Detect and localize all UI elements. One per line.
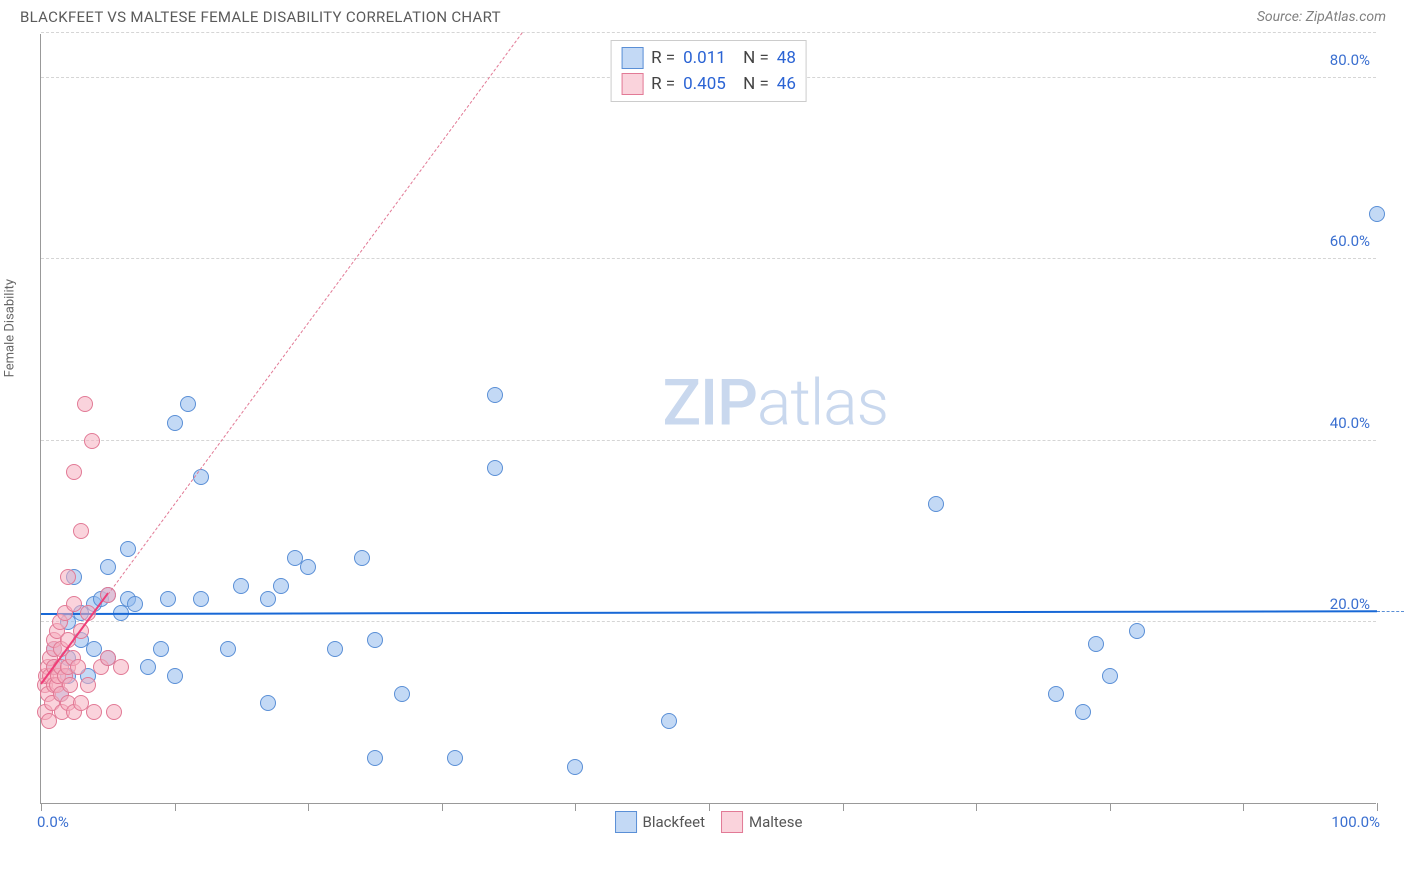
x-tick [175,803,176,811]
x-tick [308,803,309,811]
data-point [354,550,370,566]
data-point [447,750,463,766]
series-legend: Blackfeet Maltese [615,811,803,833]
y-tick-label: 60.0% [1330,232,1370,250]
data-point [1075,704,1091,720]
data-point [127,596,143,612]
data-point [487,387,503,403]
data-point [273,578,289,594]
legend-item: Blackfeet [615,811,705,833]
x-tick-label: 0.0% [37,813,69,831]
data-point [62,677,78,693]
y-tick-label: 80.0% [1330,51,1370,69]
chart-source: Source: ZipAtlas.com [1257,9,1386,25]
y-tick-label: 40.0% [1330,414,1370,432]
x-tick [575,803,576,811]
gridline [41,258,1376,259]
legend-swatch [721,811,743,833]
gridline [41,440,1376,441]
data-point [66,464,82,480]
data-point [140,659,156,675]
data-point [86,704,102,720]
legend-swatch [615,811,637,833]
trend-line [1377,611,1404,612]
data-point [1102,668,1118,684]
watermark: ZIPatlas [662,366,888,441]
data-point [153,641,169,657]
data-point [180,396,196,412]
chart-title: BLACKFEET VS MALTESE FEMALE DISABILITY C… [20,8,501,26]
data-point [167,415,183,431]
data-point [661,713,677,729]
data-point [260,695,276,711]
legend-swatch [621,73,643,95]
x-tick [843,803,844,811]
data-point [120,541,136,557]
x-tick-label: 100.0% [1331,813,1380,831]
data-point [167,668,183,684]
x-tick [976,803,977,811]
data-point [80,677,96,693]
chart-area: Female Disability ZIPatlas R = 0.011N = … [40,34,1386,804]
data-point [1369,206,1385,222]
data-point [1048,686,1064,702]
data-point [70,659,86,675]
y-axis-label: Female Disability [3,279,18,377]
legend-row: R = 0.011N = 48 [621,45,796,71]
data-point [193,591,209,607]
data-point [233,578,249,594]
x-tick [41,803,42,811]
data-point [487,460,503,476]
x-tick [709,803,710,811]
trend-line [41,610,1377,615]
data-point [220,641,236,657]
x-tick [1243,803,1244,811]
gridline [41,32,1376,33]
trend-line [107,32,522,594]
data-point [327,641,343,657]
x-tick [1377,803,1378,811]
data-point [260,591,276,607]
data-point [1129,623,1145,639]
gridline [41,621,1376,622]
data-point [367,750,383,766]
legend-item: Maltese [721,811,802,833]
data-point [60,569,76,585]
data-point [113,659,129,675]
scatter-plot: ZIPatlas R = 0.011N = 48R = 0.405N = 46 … [40,34,1376,804]
data-point [394,686,410,702]
data-point [193,469,209,485]
correlation-legend: R = 0.011N = 48R = 0.405N = 46 [610,40,807,102]
legend-swatch [621,47,643,69]
data-point [300,559,316,575]
data-point [160,591,176,607]
data-point [367,632,383,648]
data-point [1088,636,1104,652]
data-point [106,704,122,720]
legend-row: R = 0.405N = 46 [621,71,796,97]
x-tick [442,803,443,811]
data-point [73,523,89,539]
x-tick [1110,803,1111,811]
data-point [84,433,100,449]
data-point [567,759,583,775]
data-point [100,559,116,575]
data-point [77,396,93,412]
data-point [928,496,944,512]
